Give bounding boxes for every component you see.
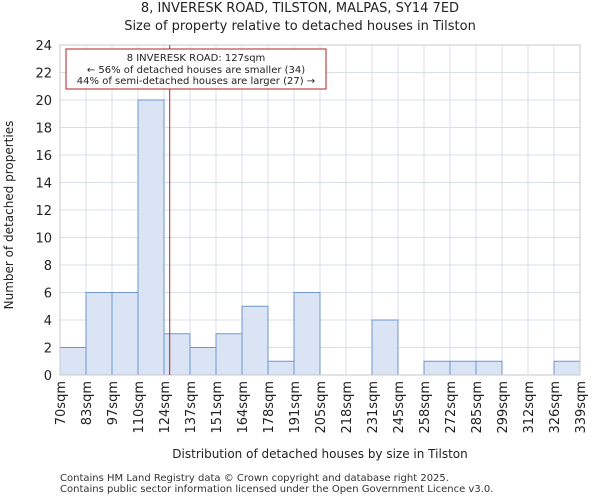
y-tick-label: 10 <box>35 232 52 247</box>
x-tick-label: 205sqm <box>314 381 329 434</box>
histogram-bar <box>293 292 321 376</box>
histogram-bar <box>163 333 191 376</box>
histogram-bar <box>267 360 295 376</box>
x-tick-label: 151sqm <box>210 381 225 434</box>
histogram-bar <box>475 360 503 376</box>
y-tick-label: 0 <box>44 369 52 384</box>
x-tick-label: 272sqm <box>444 381 459 434</box>
chart-title: 8, INVERESK ROAD, TILSTON, MALPAS, SY14 … <box>140 1 460 16</box>
histogram-bar <box>59 347 87 376</box>
y-tick-label: 6 <box>44 287 52 302</box>
histogram-bar <box>85 292 113 376</box>
histogram-bar <box>241 305 269 376</box>
x-tick-label: 178sqm <box>262 381 277 434</box>
x-tick-label: 218sqm <box>340 381 355 434</box>
x-tick-label: 191sqm <box>288 381 303 434</box>
y-tick-label: 8 <box>44 259 52 274</box>
y-tick-label: 24 <box>35 39 52 54</box>
histogram-bar <box>449 360 477 376</box>
y-tick-label: 12 <box>35 204 52 219</box>
y-tick-label: 4 <box>44 314 52 329</box>
chart-subtitle: Size of property relative to detached ho… <box>124 19 476 34</box>
x-tick-label: 164sqm <box>236 381 251 434</box>
annotation-line-1: 8 INVERESK ROAD: 127sqm <box>127 53 266 64</box>
x-tick-label: 299sqm <box>496 381 511 434</box>
histogram-bar <box>189 347 217 376</box>
x-tick-label: 339sqm <box>574 381 589 434</box>
x-tick-label: 312sqm <box>522 381 537 434</box>
plot-frame <box>59 44 581 376</box>
annotation-line-2: ← 56% of detached houses are smaller (34… <box>87 65 305 76</box>
histogram-bar <box>215 333 243 376</box>
footer-line-2: Contains public sector information licen… <box>60 484 494 495</box>
x-tick-label: 97sqm <box>106 381 121 425</box>
x-axis-label: Distribution of detached houses by size … <box>172 447 467 461</box>
annotation-line-3: 44% of semi-detached houses are larger (… <box>77 76 315 87</box>
y-tick-label: 22 <box>35 67 52 82</box>
x-tick-label: 137sqm <box>184 381 199 434</box>
x-tick-label: 83sqm <box>80 381 95 425</box>
x-tick-label: 285sqm <box>470 381 485 434</box>
x-tick-label: 245sqm <box>392 381 407 434</box>
y-tick-label: 14 <box>35 177 52 192</box>
y-tick-label: 18 <box>35 122 52 137</box>
histogram-bar <box>137 99 165 376</box>
x-tick-label: 124sqm <box>158 381 173 434</box>
x-tick-label: 326sqm <box>548 381 563 434</box>
y-tick-label: 16 <box>35 149 52 164</box>
histogram-bar <box>423 360 451 376</box>
histogram-bar <box>111 292 139 376</box>
x-tick-label: 258sqm <box>418 381 433 434</box>
histogram-bar <box>371 319 399 376</box>
y-tick-label: 20 <box>35 94 52 109</box>
histogram-bar <box>553 360 581 376</box>
x-tick-label: 70sqm <box>54 381 69 425</box>
y-axis-label: Number of detached properties <box>2 121 16 310</box>
x-tick-label: 231sqm <box>366 381 381 434</box>
y-tick-label: 2 <box>44 342 52 357</box>
x-tick-label: 110sqm <box>132 381 147 434</box>
annotation-box <box>65 48 327 90</box>
footer-line-1: Contains HM Land Registry data © Crown c… <box>60 473 449 484</box>
